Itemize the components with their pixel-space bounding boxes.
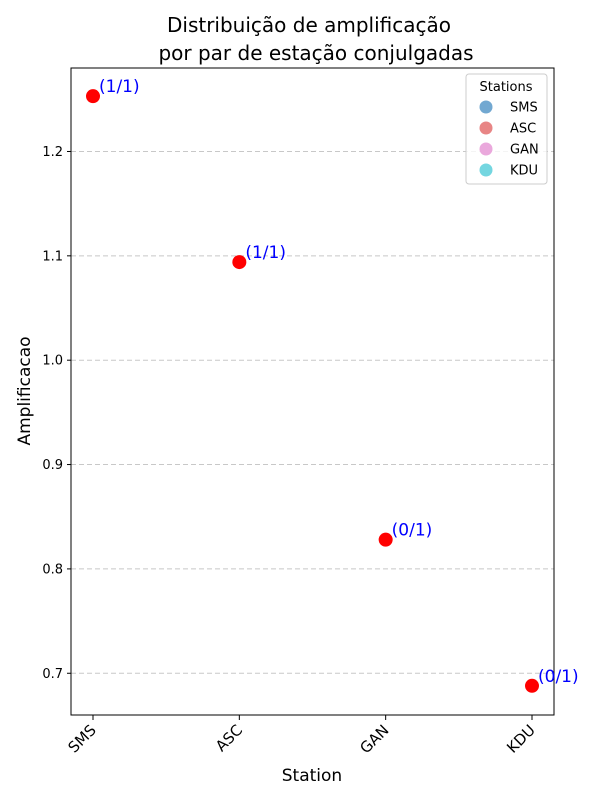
data-point xyxy=(232,255,247,270)
y-tick-label: 0.7 xyxy=(42,667,63,682)
x-tick-label: ASC xyxy=(212,721,246,755)
point-annotation: (1/1) xyxy=(99,77,140,97)
point-annotation: (0/1) xyxy=(392,521,433,541)
x-tick-label: KDU xyxy=(503,721,539,757)
x-axis-label: Station xyxy=(282,766,342,786)
plot-frame xyxy=(70,67,555,716)
point-annotation: (0/1) xyxy=(538,667,579,687)
grid-lines xyxy=(71,150,554,674)
x-tick-label: SMS xyxy=(64,721,99,756)
point-annotation: (1/1) xyxy=(245,243,286,263)
legend-marker xyxy=(479,142,493,156)
data-point xyxy=(378,532,393,547)
y-tick-label: 1.0 xyxy=(42,354,63,369)
y-axis-ticks: 0.7 0.8 0.9 1.0 1.1 1.2 xyxy=(42,145,71,682)
legend: Stations SMS ASC GAN KDU xyxy=(465,73,548,185)
legend-entry-label: GAN xyxy=(510,143,539,158)
chart-title-line1: Distribuição de amplificação xyxy=(167,13,451,37)
legend-entry-label: ASC xyxy=(510,122,536,137)
legend-title: Stations xyxy=(480,80,533,95)
y-tick-label: 0.9 xyxy=(42,458,63,473)
y-tick-label: 0.8 xyxy=(42,562,63,577)
x-tick-label: GAN xyxy=(356,721,392,757)
data-points xyxy=(86,89,539,693)
chart-title-line2: por par de estação conjulgadas xyxy=(158,41,473,65)
point-annotations: (1/1) (1/1) (0/1) (0/1) xyxy=(99,77,579,687)
y-tick-label: 1.1 xyxy=(42,249,63,264)
data-point xyxy=(86,89,100,104)
legend-entry-label: SMS xyxy=(510,101,538,116)
x-axis-ticks: SMS ASC GAN KDU xyxy=(64,715,539,757)
legend-marker xyxy=(479,163,493,177)
y-axis-label: Amplificacao xyxy=(15,336,35,445)
data-point xyxy=(525,678,539,693)
y-tick-label: 1.2 xyxy=(42,145,63,160)
legend-entry-label: KDU xyxy=(510,164,538,179)
legend-marker xyxy=(479,121,493,135)
legend-marker xyxy=(479,100,493,114)
